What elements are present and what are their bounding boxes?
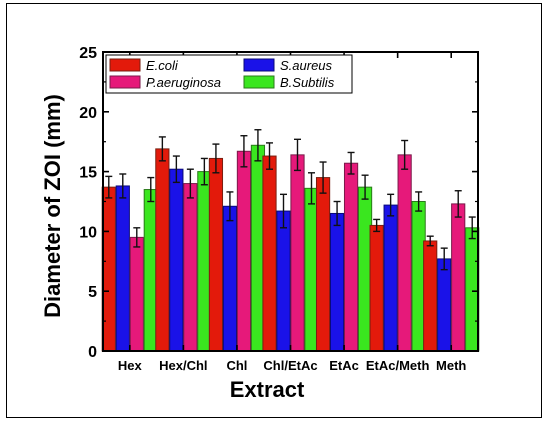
bars-layer	[101, 144, 480, 352]
bar-e-coli-etac	[315, 177, 331, 352]
legend-swatch-s-aureus	[243, 58, 275, 72]
legend-swatch-p-aeruginosa	[109, 75, 141, 89]
bar-e-coli-chl	[208, 157, 224, 352]
bar-s-aureus-meth	[437, 258, 452, 352]
x-axis-title: Extract	[230, 377, 305, 402]
bar-b-subtilis-meth	[465, 227, 480, 352]
bar-s-aureus-chl	[222, 205, 238, 352]
y-tick-label: 10	[79, 224, 97, 241]
bar-s-aureus-etac-meth	[383, 204, 398, 352]
y-tick-label: 15	[79, 165, 97, 182]
legend-label-p-aeruginosa: P.aeruginosa	[146, 75, 221, 90]
legend: E.coli P.aeruginosa S.aureus B.Subtilis	[105, 54, 353, 94]
bar-p-aeruginosa-hex-chl	[183, 183, 198, 352]
bar-p-aeruginosa-meth	[451, 203, 466, 352]
x-tick-label: Hex	[118, 358, 143, 373]
bar-e-coli-etac-meth	[369, 224, 384, 352]
x-tick-label: Meth	[436, 358, 466, 373]
bar-p-aeruginosa-etac	[343, 162, 359, 352]
legend-box	[105, 54, 353, 94]
y-tick-label: 20	[79, 105, 97, 122]
x-tick-label: EtAc/Meth	[366, 358, 430, 373]
bar-p-aeruginosa-etac-meth	[397, 154, 412, 352]
bar-e-coli-meth	[423, 240, 438, 352]
bar-p-aeruginosa-hex	[129, 236, 144, 352]
legend-swatch-e-coli	[109, 58, 141, 72]
bar-s-aureus-chl-etac	[276, 210, 291, 352]
y-tick-label: 0	[88, 344, 97, 361]
bar-s-aureus-etac	[329, 212, 345, 352]
bar-p-aeruginosa-chl	[236, 150, 252, 352]
bar-e-coli-chl-etac	[262, 155, 277, 352]
legend-label-e-coli: E.coli	[146, 58, 179, 73]
y-tick-label: 25	[79, 45, 97, 62]
bar-p-aeruginosa-chl-etac	[290, 154, 305, 352]
x-tick-label: Hex/Chl	[159, 358, 207, 373]
legend-label-b-subtilis: B.Subtilis	[280, 75, 335, 90]
bar-e-coli-hex	[101, 186, 116, 352]
bar-s-aureus-hex-chl	[169, 168, 184, 352]
x-tick-label: EtAc	[329, 358, 359, 373]
y-tick-label: 5	[88, 284, 97, 301]
y-axis-title: Diameter of ZOI (mm)	[40, 94, 65, 318]
x-tick-label: Chl	[226, 358, 247, 373]
error-bars-layer	[105, 129, 476, 271]
bar-e-coli-hex-chl	[155, 148, 170, 352]
legend-label-s-aureus: S.aureus	[280, 58, 333, 73]
bar-s-aureus-hex	[115, 185, 130, 352]
x-tick-label: Chl/EtAc	[263, 358, 317, 373]
legend-swatch-b-subtilis	[243, 75, 275, 89]
ticks-layer: 0 5 10 15 20 25 Hex Hex/Chl Chl Chl/EtAc EtAc EtAc/…	[79, 45, 478, 373]
